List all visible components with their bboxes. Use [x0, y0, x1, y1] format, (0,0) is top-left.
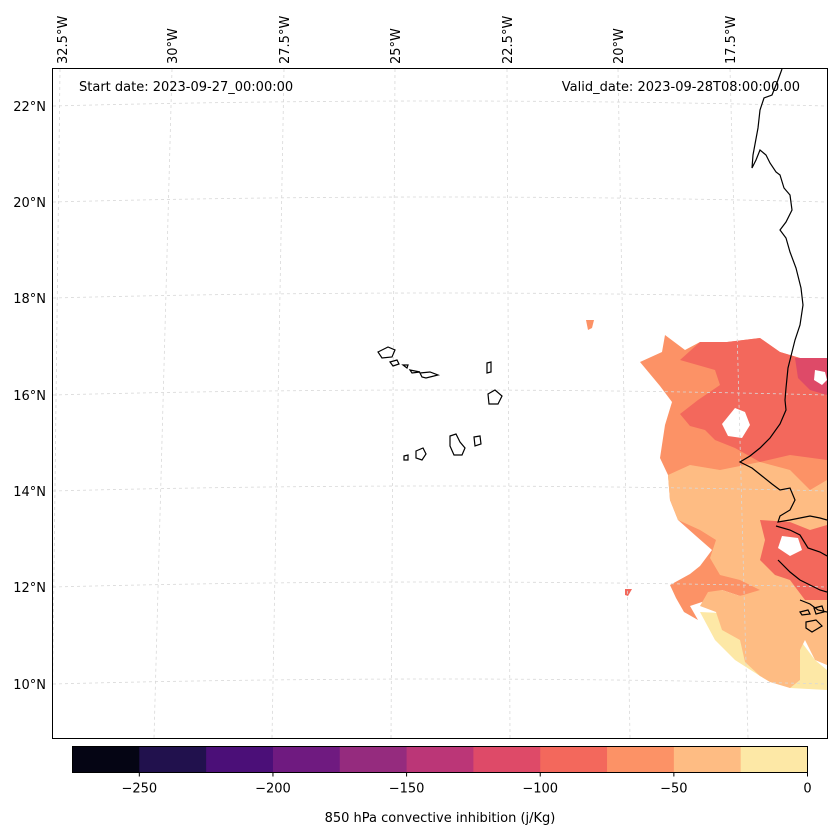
- longitude-labels: 32.5°W 30°W 27.5°W 25°W 22.5°W 20°W 17.5…: [56, 16, 739, 64]
- contour-region-minus100-minus75: [680, 338, 827, 462]
- colorbar-swatch: [740, 746, 808, 773]
- lat-label: 10°N: [13, 678, 46, 693]
- cin-contours: [586, 320, 827, 690]
- lat-label: 14°N: [13, 485, 46, 500]
- coastlines: [377, 69, 827, 633]
- colorbar-swatch: [607, 746, 675, 773]
- valid-date-label: Valid_date: 2023-09-28T08:00:00.00: [562, 80, 800, 95]
- colorbar: −250 −200 −150 −100 −50 0 850 hPa convective …: [72, 746, 812, 826]
- lon-label: 27.5°W: [278, 16, 293, 64]
- colorbar-tick-label: −250: [121, 782, 157, 797]
- colorbar-swatch: [206, 746, 274, 773]
- contour-region-minus125-minus100: [795, 358, 827, 395]
- colorbar-swatch: [406, 746, 474, 773]
- lat-label: 16°N: [13, 389, 46, 404]
- colorbar-label: 850 hPa convective inhibition (j/Kg): [325, 811, 556, 826]
- africa-coastline: [799, 599, 827, 613]
- parallel-20n: [53, 196, 827, 203]
- island-santa-luzia: [401, 364, 409, 369]
- parallel-14n: [53, 485, 827, 492]
- colorbar-swatch: [72, 746, 140, 773]
- lat-label: 20°N: [13, 196, 46, 211]
- lon-label: 30°W: [166, 28, 181, 64]
- lon-label: 17.5°W: [724, 16, 739, 64]
- coastal-island: [805, 619, 823, 633]
- coastal-island: [799, 609, 811, 616]
- colorbar-outline: [72, 746, 808, 773]
- island-sao-nicolau: [408, 369, 421, 374]
- colorbar-tick-label: −200: [255, 782, 291, 797]
- parallel-10n: [53, 678, 827, 685]
- island-sal: [486, 361, 492, 374]
- africa-coastline: [777, 559, 827, 593]
- island-sao-nicolau: [419, 371, 441, 379]
- colorbar-swatch: [473, 746, 541, 773]
- parallel-12n: [53, 581, 827, 588]
- colorbar-swatches: [72, 746, 808, 773]
- lat-label: 22°N: [13, 100, 46, 115]
- contour-patch: [625, 589, 632, 596]
- graticule: [53, 69, 827, 738]
- island-maio: [473, 435, 482, 447]
- contour-gap: [778, 536, 802, 556]
- lat-label: 18°N: [13, 292, 46, 307]
- parallel-18n: [53, 292, 827, 299]
- map-area: [53, 69, 827, 738]
- island-fogo: [415, 447, 427, 461]
- colorbar-tick-label: −50: [660, 782, 687, 797]
- island-brava: [403, 454, 409, 461]
- colorbar-swatch: [139, 746, 207, 773]
- colorbar-swatch: [540, 746, 608, 773]
- island-santo-antao: [377, 346, 396, 359]
- coastal-island: [813, 605, 825, 615]
- lon-label: 22.5°W: [501, 16, 516, 64]
- colorbar-swatch: [339, 746, 408, 773]
- colorbar-ticks: −250 −200 −150 −100 −50 0: [121, 772, 812, 797]
- africa-coastline: [738, 69, 827, 523]
- africa-coastline: [775, 525, 827, 557]
- parallel-22n: [53, 100, 827, 107]
- lon-label: 32.5°W: [56, 16, 71, 64]
- colorbar-tick-label: 0: [803, 782, 811, 797]
- latitude-labels: 22°N 20°N 18°N 16°N 14°N 12°N 10°N: [13, 100, 46, 693]
- contour-gap: [814, 370, 827, 385]
- island-sao-vicente: [388, 359, 400, 367]
- lat-label: 12°N: [13, 581, 46, 596]
- colorbar-swatch: [272, 746, 341, 773]
- colorbar-tick-label: −150: [389, 782, 425, 797]
- contour-patch: [586, 320, 594, 330]
- contour-gap: [722, 408, 750, 438]
- lon-label: 20°W: [612, 28, 627, 64]
- lon-label: 25°W: [389, 28, 404, 64]
- parallel-16n: [53, 389, 827, 396]
- start-date-label: Start date: 2023-09-27_00:00:00: [79, 80, 293, 95]
- island-boa-vista: [487, 389, 503, 405]
- island-santiago: [449, 433, 466, 456]
- contour-region-minus100-minus75: [760, 520, 827, 600]
- colorbar-tick-label: −100: [522, 782, 558, 797]
- contour-region-minus50-minus25: [668, 462, 827, 688]
- colorbar-swatch: [673, 746, 742, 773]
